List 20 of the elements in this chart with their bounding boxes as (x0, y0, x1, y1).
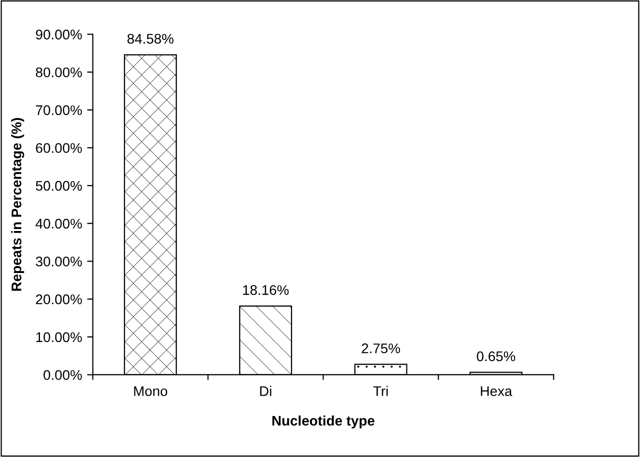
x-tick-label: Hexa (480, 386, 512, 396)
y-tick-label: 40.00% (36, 218, 82, 229)
y-tick-label: 0.00% (44, 370, 82, 380)
y-tick-label: 10.00% (36, 332, 82, 342)
y-tick-label: 60.00% (36, 143, 82, 153)
x-tick-label: Mono (134, 386, 168, 396)
y-tick-label: 80.00% (36, 67, 82, 78)
y-tick-label: 90.00% (36, 30, 82, 40)
data-label: 0.65% (476, 351, 516, 362)
x-axis-title: Nucleotide type (272, 415, 374, 428)
y-tick-label: 20.00% (36, 294, 82, 304)
x-tick-label: Di (260, 386, 272, 396)
y-axis-title: Repeats in Percentage (%) (11, 118, 24, 291)
y-tick-label: 70.00% (36, 105, 82, 116)
data-label: 18.16% (243, 285, 289, 295)
x-tick-label: Tri (373, 386, 388, 396)
y-tick-label: 50.00% (36, 180, 82, 191)
data-label: 84.58% (127, 34, 174, 44)
y-tick-label: 30.00% (36, 256, 82, 266)
data-label: 2.75% (362, 343, 400, 354)
